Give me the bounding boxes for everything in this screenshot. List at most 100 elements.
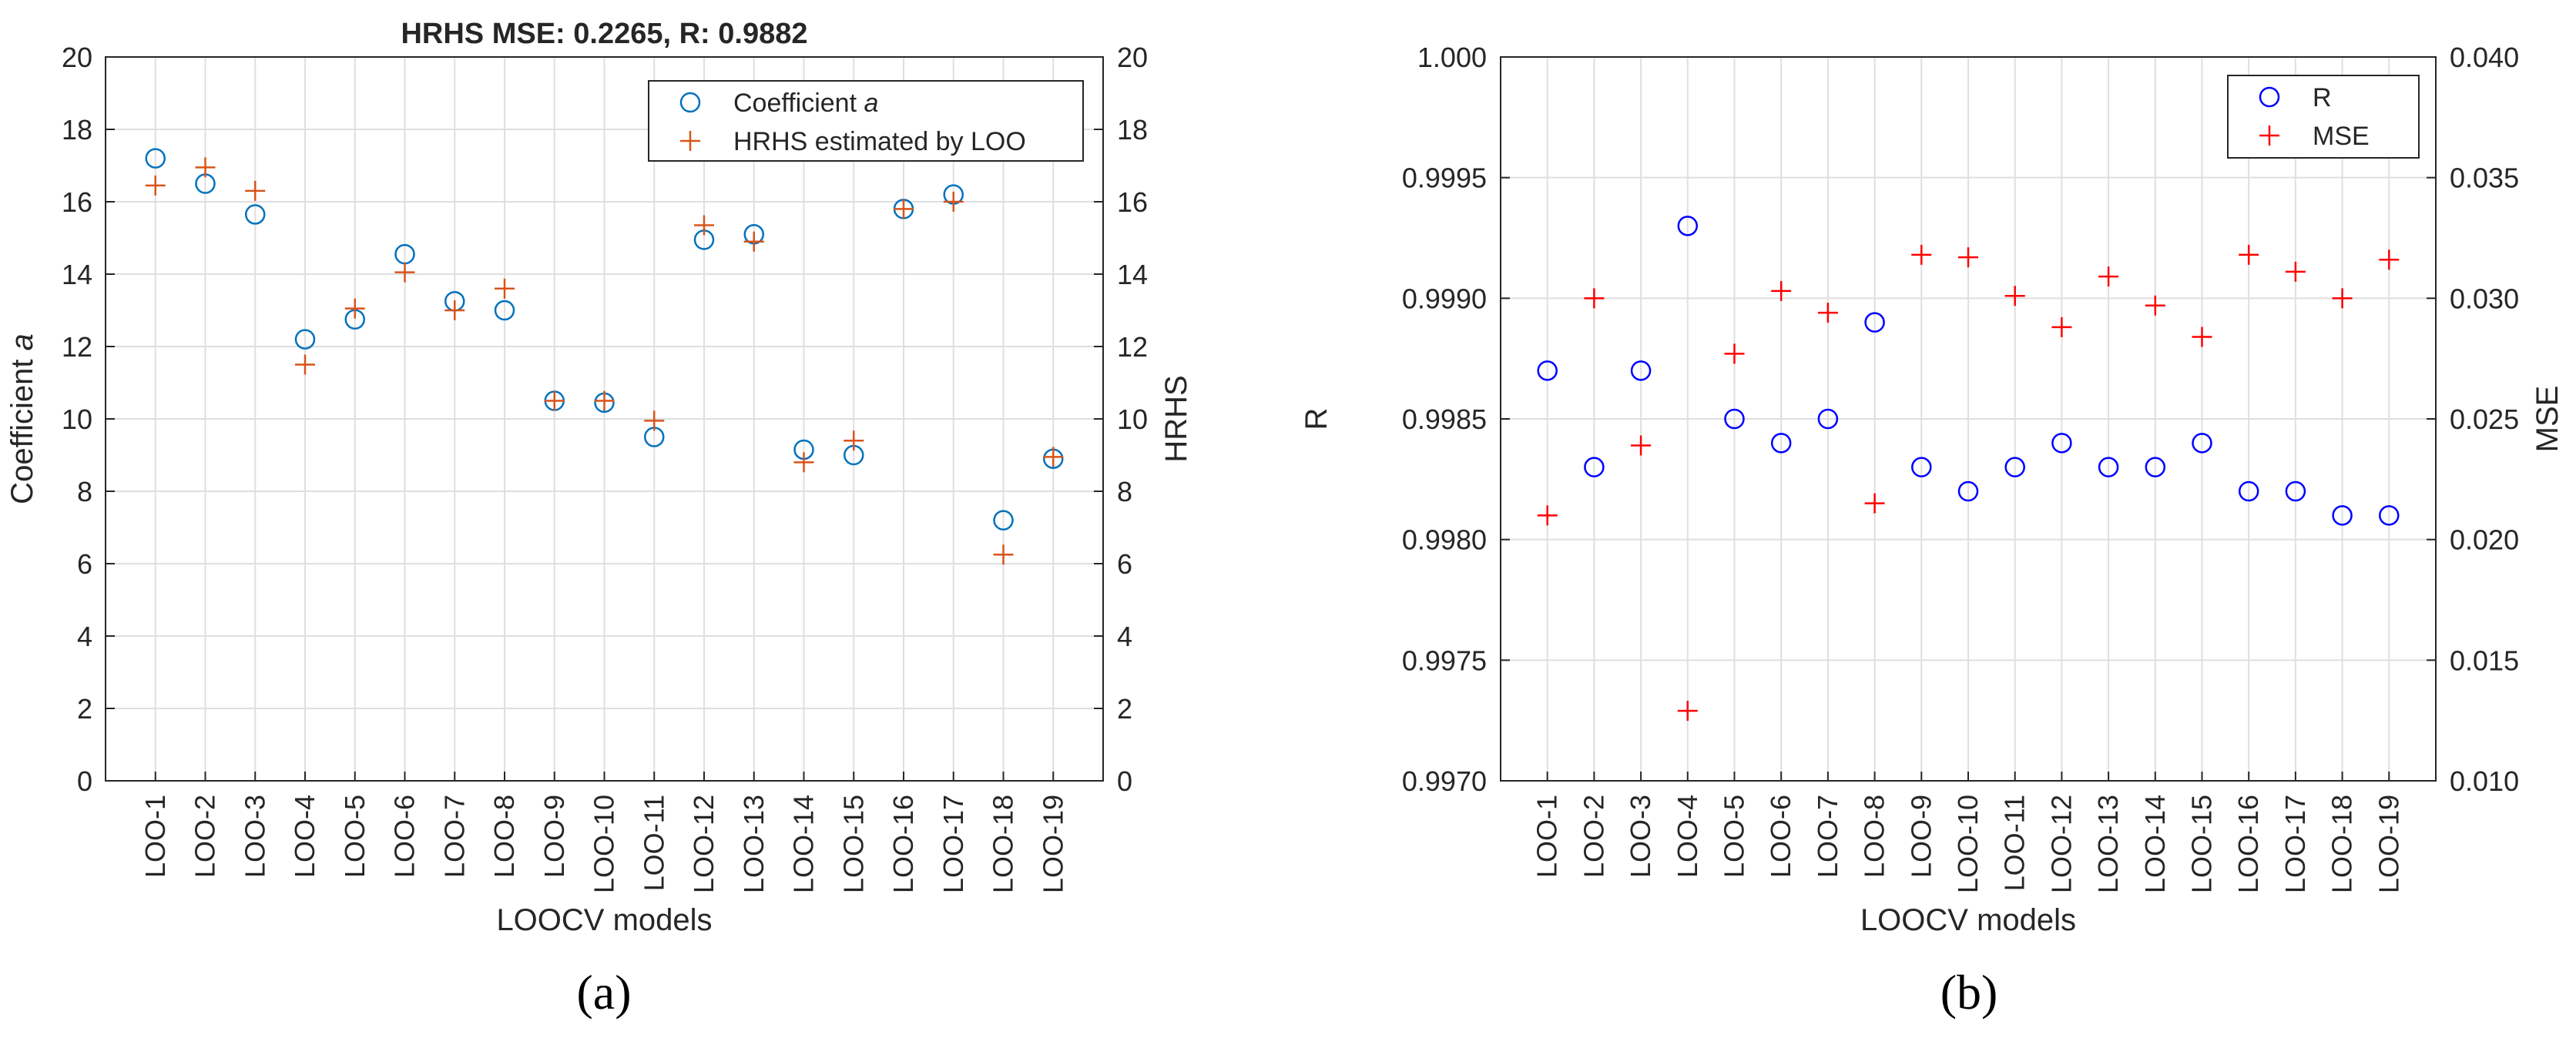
legend: Coefficient a HRHS estimated by LOO (648, 80, 1084, 162)
x-tick-label: LOO-8 (488, 795, 520, 878)
y-axis-label-left: R (1300, 408, 1333, 430)
y-tick-label-left: 0.9970 (1402, 765, 1487, 797)
data-point-cross (1584, 288, 1605, 309)
data-point-circle (2332, 505, 2353, 526)
y-axis-label-right: HRHS (1159, 375, 1193, 462)
data-point-circle (1864, 312, 1885, 333)
data-point-circle (145, 148, 166, 169)
data-point-circle (1677, 216, 1699, 236)
tick-marks (106, 56, 1103, 782)
y-tick-label-right: 0 (1117, 765, 1132, 797)
chart-title: HRHS MSE: 0.2265, R: 0.9882 (401, 18, 807, 50)
data-point-circle (1630, 360, 1652, 381)
tick-marks (1501, 56, 2436, 782)
x-tick-label: LOO-16 (2232, 795, 2264, 893)
data-point-cross (544, 390, 565, 411)
x-tick-label: LOO-12 (688, 795, 719, 893)
y-tick-label-right: 12 (1117, 331, 1148, 363)
y-tick-label-right: 16 (1117, 186, 1148, 218)
y-tick-label-right: 0.035 (2450, 162, 2519, 194)
y-axis-label-left-text: Coefficient (5, 360, 39, 504)
legend-entry: Coefficient a (733, 89, 878, 118)
legend-entry: HRHS estimated by LOO (733, 127, 1026, 156)
data-point-cross (394, 262, 415, 283)
data-point-cross (644, 410, 665, 431)
y-tick-label-left: 12 (62, 331, 92, 363)
x-tick-label: LOO-10 (589, 795, 620, 893)
data-point-cross (2004, 286, 2025, 306)
legend-entry-italic: a (864, 89, 878, 118)
legend-entry: R (2313, 83, 2332, 112)
data-point-cross (295, 354, 315, 375)
x-tick-label: LOO-18 (2326, 795, 2358, 893)
data-point-cross (1958, 247, 1978, 268)
y-tick-label-left: 18 (62, 114, 92, 146)
data-point-cross (444, 300, 465, 320)
y-tick-label-right: 10 (1117, 403, 1148, 435)
data-point-cross (344, 298, 365, 319)
legend-marker-cross (2259, 126, 2279, 146)
y-axis-label-left-text: R (1300, 408, 1333, 430)
series-circles (1537, 216, 2400, 526)
x-tick-label: LOO-15 (837, 795, 869, 893)
data-point-circle (2192, 433, 2212, 454)
x-tick-label: LOO-9 (538, 795, 570, 878)
y-tick-label-right: 2 (1117, 693, 1132, 725)
y-tick-label-left: 0.9975 (1402, 645, 1487, 676)
y-tick-label-right: 20 (1117, 42, 1148, 73)
legend-entry-space (857, 89, 864, 118)
y-axis-label-left-italic: a (5, 333, 39, 350)
x-tick-label: LOO-14 (2139, 795, 2171, 893)
data-point-circle (993, 510, 1014, 531)
grid (106, 56, 1103, 782)
legend-entry: MSE (2313, 122, 2370, 151)
data-point-cross (245, 180, 266, 201)
x-tick-label: LOO-11 (638, 795, 669, 891)
series-crosses (145, 157, 1064, 565)
x-tick-label: LOO-6 (1765, 795, 1796, 878)
y-tick-label-right: 18 (1117, 114, 1148, 146)
data-point-cross (1771, 280, 1792, 301)
x-tick-label: LOO-9 (1905, 795, 1937, 878)
grid (1501, 56, 2436, 782)
y-tick-label-right: 6 (1117, 548, 1132, 580)
legend-marker-circle (679, 92, 701, 113)
data-point-cross (2285, 261, 2306, 282)
x-tick-label: LOO-11 (1999, 795, 2031, 891)
y-tick-label-left: 0.9995 (1402, 162, 1487, 194)
y-tick-label-left: 6 (77, 548, 92, 580)
legend-box (2227, 75, 2420, 159)
data-point-circle (494, 300, 515, 321)
y-tick-label-left: 8 (77, 476, 92, 507)
data-point-cross (894, 199, 914, 219)
x-tick-label: LOO-4 (289, 795, 320, 878)
data-point-circle (2379, 505, 2400, 526)
x-tick-label: LOO-17 (2279, 795, 2311, 893)
data-point-cross (943, 192, 964, 212)
y-tick-label-left: 10 (62, 403, 92, 435)
x-tick-label: LOO-3 (1625, 795, 1656, 878)
y-tick-label-right: 0.025 (2450, 403, 2519, 435)
data-point-cross (2051, 316, 2072, 337)
x-tick-label: LOO-2 (190, 795, 221, 878)
legend: R MSE (2227, 75, 2420, 159)
data-point-cross (1537, 505, 1558, 526)
x-tick-label: LOO-1 (1531, 795, 1563, 878)
data-point-cross (743, 231, 764, 252)
x-tick-label: LOO-7 (1812, 795, 1843, 878)
y-axis-label-right: MSE (2531, 386, 2564, 453)
data-point-circle (2145, 457, 2166, 477)
legend-marker-circle (2259, 86, 2280, 108)
data-point-circle (1770, 433, 1792, 454)
x-tick-label: LOO-19 (1037, 795, 1068, 893)
data-point-cross (1631, 435, 1652, 456)
x-tick-label: LOO-10 (1952, 795, 1984, 893)
panel-label: (b) (1940, 965, 1998, 1020)
data-point-cross (844, 430, 864, 451)
y-tick-label-left: 14 (62, 259, 92, 290)
x-tick-label: LOO-4 (1672, 795, 1703, 878)
panel-label: (a) (576, 965, 631, 1020)
x-tick-label: LOO-15 (2186, 795, 2218, 893)
data-point-cross (1043, 447, 1064, 467)
data-point-circle (1724, 408, 1745, 430)
